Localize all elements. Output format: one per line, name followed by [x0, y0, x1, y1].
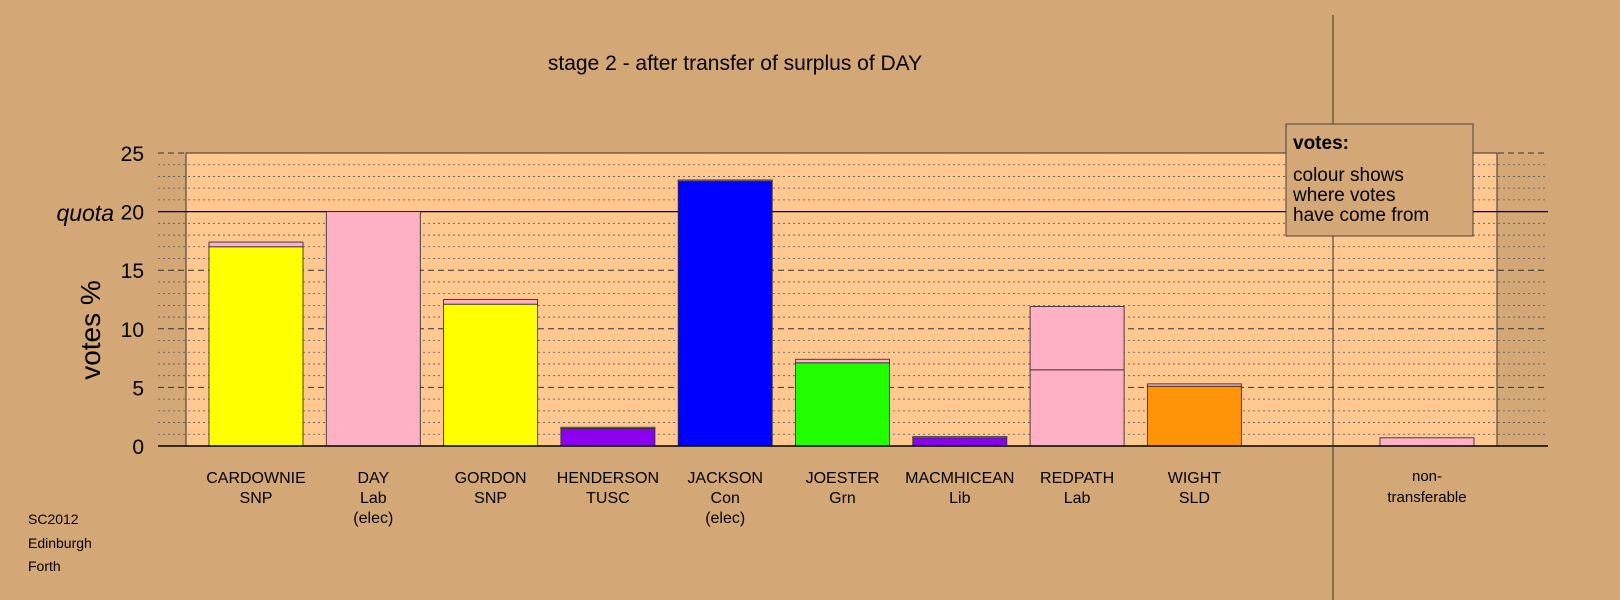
candidate-party-label: Lab [1064, 490, 1091, 507]
candidate-name-label: HENDERSON [557, 470, 659, 487]
y-axis-ticks: 0 5 10 15 20 25 [121, 143, 144, 459]
legend-title: votes: [1293, 133, 1349, 154]
quota-label: quota [56, 200, 114, 226]
footer: SC2012 Edinburgh Forth [28, 508, 92, 579]
candidate-party-label: Con [711, 490, 740, 507]
footer-line-2: Edinburgh [28, 534, 92, 551]
nontransferable-label: transferable [1387, 489, 1466, 506]
bar-segment [443, 299, 539, 305]
candidate-note-label: (elec) [353, 510, 393, 527]
bars [158, 15, 1548, 600]
candidate-party-label: TUSC [586, 490, 630, 507]
bar-segment [795, 362, 890, 447]
candidate-name-label: MACMHICEAN [905, 470, 1014, 487]
candidate-name-label: GORDON [455, 470, 527, 487]
candidate-party-label: Grn [829, 490, 856, 507]
bar-segment [912, 436, 1008, 439]
y-tick-label: 5 [132, 377, 144, 400]
candidate-party-label: SLD [1179, 490, 1210, 507]
candidate-party-label: Lab [360, 490, 387, 507]
footer-line-1: SC2012 [28, 511, 79, 527]
candidate-note-label: (elec) [705, 510, 745, 527]
bar-segment [560, 426, 656, 429]
candidate-name-label: JACKSON [687, 470, 763, 487]
candidate-name-label: JOESTER [806, 470, 880, 487]
y-tick-label: 10 [121, 319, 144, 342]
footer-line-3: Forth [28, 558, 61, 574]
nontransferable-label: non- [1412, 468, 1442, 485]
legend-line-1: colour shows [1293, 165, 1404, 186]
legend-line-3: have come from [1293, 205, 1429, 226]
candidate-name-label: REDPATH [1040, 470, 1114, 487]
candidate-party-label: SNP [474, 490, 507, 507]
bar-segment [795, 358, 890, 364]
chart-title: stage 2 - after transfer of surplus of D… [548, 52, 922, 75]
bar-segment [1029, 369, 1125, 447]
candidate-name-label: WIGHT [1168, 470, 1222, 487]
bar-segment [443, 303, 539, 447]
bar-segment [1029, 306, 1125, 371]
bar-segment [560, 427, 656, 447]
x-axis-labels: CARDOWNIE SNP DAY Lab (elec) GORDON SNP HENDERS… [206, 468, 1466, 527]
bar-segment [325, 211, 421, 447]
y-tick-label: 25 [121, 143, 144, 166]
bar-segment [677, 179, 773, 182]
y-tick-label: 20 [121, 202, 144, 225]
y-tick-label: 15 [121, 260, 144, 283]
bar-segment [1146, 385, 1242, 447]
nontransferable-bar-segment [1379, 437, 1475, 447]
legend-line-2: where votes [1292, 185, 1395, 206]
bar-segment [912, 437, 1008, 447]
candidate-party-label: SNP [240, 490, 273, 507]
bar-segment [1146, 383, 1242, 387]
bar-segment [677, 180, 773, 447]
bar-segment [208, 246, 304, 447]
candidate-name-label: DAY [357, 470, 389, 487]
candidate-party-label: Lib [949, 490, 970, 507]
bar-segment [208, 241, 304, 248]
candidate-name-label: CARDOWNIE [206, 470, 306, 487]
legend-box: votes: colour shows where votes have com… [1285, 123, 1474, 237]
y-axis-label: votes % [75, 280, 106, 380]
y-tick-label: 0 [132, 436, 144, 459]
